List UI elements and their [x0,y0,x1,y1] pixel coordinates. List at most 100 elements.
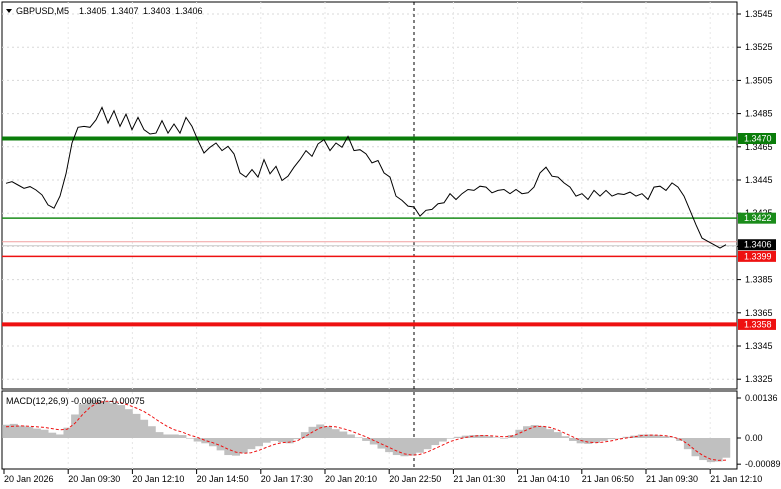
price-tick-label: 1.3445 [745,175,773,185]
price-tick-label: 1.3385 [745,275,773,285]
macd-bar [109,403,118,438]
macd-bar [446,438,455,439]
macd-bar [147,426,156,438]
macd-bar [331,429,340,438]
macd-bar [2,424,11,438]
macd-bar [454,436,463,438]
dropdown-triangle-icon[interactable] [6,9,12,13]
macd-bar [500,438,509,439]
level-tag-label: 1.3422 [744,213,772,223]
macd-bar [431,438,440,446]
macd-bar [339,431,348,438]
price-levels [2,136,737,327]
macd-bar [86,399,95,438]
time-tick-label: 20 Jan 2026 [4,474,54,484]
macd-bar [201,438,210,444]
macd-bar [362,438,371,441]
macd-bar [668,437,677,438]
macd-bar [17,425,26,438]
macd-bar [477,435,486,438]
macd-bar [591,438,601,443]
macd-bar [71,414,80,438]
level-tag [738,133,776,144]
macd-bar [124,409,133,438]
macd-bar [163,434,172,438]
macd-bar [94,400,103,438]
macd-bar [691,438,700,457]
macd-bar [346,434,355,438]
macd-bar [247,438,256,450]
macd-bar [155,432,164,438]
macd-bar [316,424,325,438]
macd-bar [683,438,692,450]
level-tag-label: 1.3358 [744,319,772,329]
time-tick-label: 21 Jan 12:10 [710,474,762,484]
macd-bar [461,435,470,438]
macd-bar [515,429,524,438]
macd-tick-label: 0.00 [745,433,763,443]
macd-bar [484,436,493,438]
macd-bar [553,432,562,438]
macd-bar [354,437,363,438]
macd-bar [584,438,593,444]
macd-bar [323,426,332,438]
macd-bar [408,438,417,456]
macd-bar [132,413,141,438]
macd-bar [561,436,570,438]
macd-bar [101,401,110,438]
time-tick-label: 21 Jan 09:30 [646,474,698,484]
macd-bar [216,438,225,451]
macd-bar [538,426,547,438]
level-tag [738,250,776,262]
price-tick-label: 1.3525 [745,42,773,52]
macd-bar [438,438,447,442]
macd-bar [714,438,723,462]
macd-bar [224,438,233,456]
time-tick-label: 20 Jan 20:10 [325,474,377,484]
macd-bar [645,434,654,438]
macd-bar [523,426,532,438]
macd-bar [277,438,286,443]
time-tick-label: 20 Jan 09:30 [68,474,120,484]
level-tag-label: 1.3470 [744,134,772,144]
macd-bar [568,438,578,441]
price-chart-panel[interactable] [1,1,738,390]
macd-bar [63,427,72,438]
macd-bar [637,434,646,438]
macd-bar [55,434,64,438]
macd-bar [377,438,386,449]
time-axis: 20 Jan 2026 20 Jan 09:30 20 Jan 12:10 20 Ja… [3,469,762,484]
macd-bar [400,438,409,457]
macd-bar [622,436,631,438]
macd-bar [262,438,271,443]
macd-bar [208,438,218,447]
macd-bar [25,426,34,438]
macd-tick-label: -0.00089 [745,459,781,469]
price-tick-label: 1.3345 [745,341,773,351]
macd-bar [392,438,401,456]
level-tag [738,318,776,330]
macd-bar [415,438,424,453]
macd-bar [293,438,302,440]
macd-bar [285,438,294,444]
macd-bar [254,438,263,447]
level-tag [738,212,776,224]
macd-bar [469,435,478,438]
ohlc-close: 1.3406 [175,6,203,16]
macd-tick-label: 0.00136 [745,393,778,403]
macd-bar [32,428,41,438]
macd-bar [117,405,126,438]
macd-bar [492,437,501,438]
macd-bar [300,432,309,438]
macd-bar [706,438,715,463]
macd-bar [607,438,616,440]
time-tick-label: 21 Jan 01:30 [453,474,505,484]
macd-signal-line [5,400,727,461]
level-tag-label: 1.3399 [744,251,772,261]
time-tick-label: 21 Jan 04:10 [518,474,570,484]
macd-bar [369,438,378,445]
ohlc-high: 1.3407 [111,6,139,16]
macd-bar [178,435,187,438]
price-line [5,106,727,249]
